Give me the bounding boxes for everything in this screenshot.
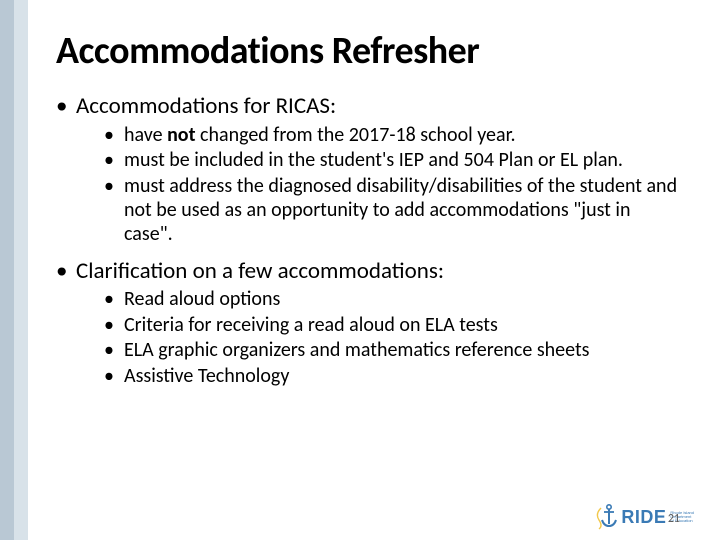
- side-stripe-light: [14, 0, 28, 540]
- bullet-lvl2-text-pre: have: [124, 123, 167, 147]
- bullet-lvl2-text-post: changed from the 2017-18 school year.: [196, 123, 516, 147]
- bullet-list-level1: Accommodations for RICAS: have not chang…: [56, 92, 680, 388]
- bullet-lvl2-text: ELA graphic organizers and mathematics r…: [124, 338, 590, 362]
- bullet-lvl2-text: must address the diagnosed disability/di…: [124, 174, 677, 247]
- side-stripe-dark: [0, 0, 14, 540]
- bullet-list-level2: Read aloud options Criteria for receivin…: [104, 287, 680, 388]
- anchor-icon: [595, 504, 617, 530]
- bullet-list-level2: have not changed from the 2017-18 school…: [104, 123, 680, 247]
- bullet-lvl2-text: must be included in the student's IEP an…: [124, 148, 623, 172]
- bullet-lvl2: have not changed from the 2017-18 school…: [104, 123, 680, 147]
- ride-wordmark: RIDE: [621, 507, 666, 528]
- bullet-lvl1: Accommodations for RICAS: have not chang…: [56, 92, 680, 247]
- bullet-lvl2: Criteria for receiving a read aloud on E…: [104, 313, 680, 337]
- bullet-lvl2: Assistive Technology: [104, 364, 680, 388]
- bullet-lvl2: Read aloud options: [104, 287, 680, 311]
- bullet-lvl1-text: Clarification on a few accommodations:: [76, 257, 444, 285]
- bullet-lvl2-text: Assistive Technology: [124, 364, 289, 388]
- slide-title: Accommodations Refresher: [56, 28, 680, 74]
- bullet-lvl2-text: Criteria for receiving a read aloud on E…: [124, 313, 498, 337]
- bullet-lvl2-text: Read aloud options: [124, 287, 280, 311]
- slide-content: Accommodations Refresher Accommodations …: [56, 28, 680, 398]
- bullet-lvl2: must address the diagnosed disability/di…: [104, 174, 680, 247]
- bullet-lvl2-text-bold: not: [167, 123, 195, 147]
- bullet-lvl2: ELA graphic organizers and mathematics r…: [104, 338, 680, 362]
- bullet-lvl1: Clarification on a few accommodations: R…: [56, 257, 680, 388]
- bullet-lvl1-text: Accommodations for RICAS:: [76, 92, 336, 120]
- page-number: 21: [668, 512, 680, 526]
- bullet-lvl2: must be included in the student's IEP an…: [104, 148, 680, 172]
